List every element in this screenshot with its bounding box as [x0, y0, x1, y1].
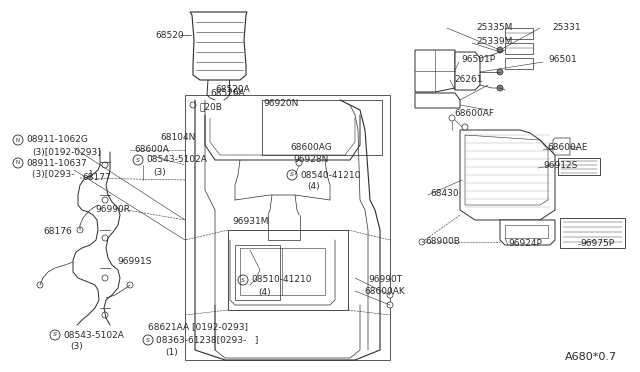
Text: (3): (3)	[153, 167, 166, 176]
Bar	[235, 245, 280, 300]
Polygon shape	[455, 52, 480, 90]
Text: 68520A: 68520A	[215, 86, 250, 94]
Text: 25331: 25331	[552, 22, 580, 32]
Text: S: S	[290, 173, 294, 177]
Circle shape	[497, 85, 503, 91]
Text: 96501: 96501	[548, 55, 577, 64]
Bar	[228, 230, 348, 310]
Text: 68176: 68176	[43, 228, 72, 237]
Text: 96990R: 96990R	[95, 205, 130, 215]
Text: 08510-41210: 08510-41210	[251, 276, 312, 285]
Text: 96991S: 96991S	[117, 257, 152, 266]
Text: (4): (4)	[307, 183, 319, 192]
Polygon shape	[500, 220, 555, 245]
Text: 68600AK: 68600AK	[364, 288, 404, 296]
Polygon shape	[560, 218, 625, 248]
Text: 08911-1062G: 08911-1062G	[26, 135, 88, 144]
Polygon shape	[558, 158, 600, 175]
Text: 96920N: 96920N	[263, 99, 298, 108]
Text: 68520A: 68520A	[210, 89, 244, 97]
Circle shape	[296, 160, 302, 166]
Text: S: S	[53, 333, 57, 337]
Circle shape	[238, 275, 248, 285]
Bar	[505, 58, 533, 69]
Text: S: S	[146, 337, 150, 343]
Text: 68600A: 68600A	[134, 145, 169, 154]
Text: 96501P: 96501P	[461, 55, 495, 64]
Circle shape	[190, 102, 196, 108]
Bar	[505, 43, 533, 54]
Circle shape	[37, 282, 43, 288]
Text: 隆20B: 隆20B	[199, 103, 222, 112]
Circle shape	[462, 124, 468, 130]
Bar	[505, 28, 533, 39]
Text: 68900B: 68900B	[425, 237, 460, 247]
Text: 08543-5102A: 08543-5102A	[146, 155, 207, 164]
Circle shape	[497, 69, 503, 75]
Text: 96912S: 96912S	[543, 160, 577, 170]
Text: 68621AA [0192-0293]: 68621AA [0192-0293]	[148, 323, 248, 331]
Circle shape	[13, 135, 23, 145]
Text: 25335M: 25335M	[476, 22, 513, 32]
Circle shape	[234, 88, 240, 94]
Text: S: S	[241, 278, 245, 282]
Text: 96975P: 96975P	[580, 240, 614, 248]
Circle shape	[387, 302, 393, 308]
Text: 68104N: 68104N	[160, 132, 195, 141]
Circle shape	[497, 47, 503, 53]
Text: 68600AG: 68600AG	[290, 144, 332, 153]
Polygon shape	[460, 130, 555, 220]
Circle shape	[133, 155, 143, 165]
Text: 96990T: 96990T	[368, 276, 402, 285]
Circle shape	[143, 335, 153, 345]
Circle shape	[102, 235, 108, 241]
Polygon shape	[415, 50, 455, 92]
Text: 08540-41210: 08540-41210	[300, 170, 360, 180]
Text: (3)[0293-     ]: (3)[0293- ]	[32, 170, 92, 180]
Bar	[262, 100, 382, 155]
Bar	[185, 95, 390, 360]
Text: (4): (4)	[258, 288, 271, 296]
Text: 08911-10637: 08911-10637	[26, 158, 87, 167]
Text: 68430: 68430	[430, 189, 459, 199]
Circle shape	[102, 197, 108, 203]
Text: A680*0.7: A680*0.7	[565, 352, 617, 362]
Text: 26261: 26261	[454, 74, 483, 83]
Text: (3): (3)	[70, 343, 83, 352]
Circle shape	[102, 312, 108, 318]
Text: 08543-5102A: 08543-5102A	[63, 330, 124, 340]
Circle shape	[77, 227, 83, 233]
Circle shape	[102, 162, 108, 168]
Polygon shape	[190, 12, 247, 80]
Text: 68600AE: 68600AE	[547, 144, 588, 153]
Text: N: N	[16, 138, 20, 142]
Text: 96924P: 96924P	[508, 240, 542, 248]
Text: 68177: 68177	[82, 173, 111, 182]
Text: 96928N: 96928N	[293, 155, 328, 164]
Text: 68600AF: 68600AF	[454, 109, 494, 118]
Circle shape	[102, 275, 108, 281]
Polygon shape	[415, 93, 460, 108]
Circle shape	[50, 330, 60, 340]
Circle shape	[387, 292, 393, 298]
Text: (3)[0192-0293]: (3)[0192-0293]	[32, 148, 100, 157]
Text: 96931M: 96931M	[232, 218, 269, 227]
Circle shape	[287, 170, 297, 180]
Text: 68520: 68520	[155, 31, 184, 39]
Polygon shape	[553, 138, 570, 155]
Circle shape	[13, 158, 23, 168]
Circle shape	[449, 115, 455, 121]
Circle shape	[127, 282, 133, 288]
Text: N: N	[16, 160, 20, 166]
Text: 08363-61238[0293-   ]: 08363-61238[0293- ]	[156, 336, 259, 344]
Text: (1): (1)	[165, 347, 178, 356]
Circle shape	[419, 239, 425, 245]
Text: S: S	[136, 157, 140, 163]
Text: 25339M: 25339M	[476, 38, 513, 46]
